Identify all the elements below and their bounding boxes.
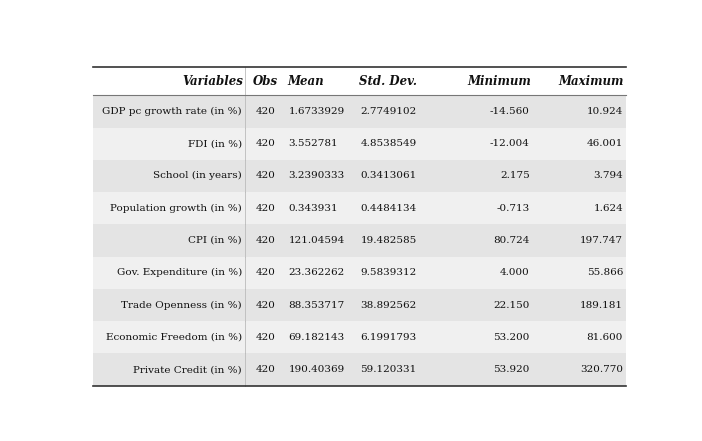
Text: 320.770: 320.770 <box>580 365 623 374</box>
Text: Gov. Expenditure (in %): Gov. Expenditure (in %) <box>117 268 242 277</box>
Text: FDI (in %): FDI (in %) <box>187 139 242 148</box>
Text: 189.181: 189.181 <box>580 300 623 310</box>
Text: 3.2390333: 3.2390333 <box>289 172 345 180</box>
Text: Mean: Mean <box>287 75 324 88</box>
Bar <box>93 67 626 95</box>
Text: Private Credit (in %): Private Credit (in %) <box>133 365 242 374</box>
Text: 3.552781: 3.552781 <box>289 139 338 148</box>
Text: 420: 420 <box>256 172 275 180</box>
Bar <box>93 289 626 321</box>
Bar <box>93 160 626 192</box>
Text: 2.7749102: 2.7749102 <box>360 107 416 116</box>
Text: 88.353717: 88.353717 <box>289 300 345 310</box>
Text: 53.200: 53.200 <box>494 333 530 342</box>
Text: 4.000: 4.000 <box>500 268 530 277</box>
Text: 80.724: 80.724 <box>494 236 530 245</box>
Text: 38.892562: 38.892562 <box>360 300 416 310</box>
Bar <box>93 353 626 386</box>
Text: 0.4484134: 0.4484134 <box>360 204 416 213</box>
Text: 420: 420 <box>256 300 275 310</box>
Text: 420: 420 <box>256 333 275 342</box>
Text: 420: 420 <box>256 268 275 277</box>
Text: -0.713: -0.713 <box>496 204 530 213</box>
Text: 190.40369: 190.40369 <box>289 365 345 374</box>
Text: 1.624: 1.624 <box>593 204 623 213</box>
Text: Population growth (in %): Population growth (in %) <box>110 204 242 213</box>
Bar <box>93 192 626 224</box>
Bar <box>93 95 626 127</box>
Text: 69.182143: 69.182143 <box>289 333 345 342</box>
Text: 59.120331: 59.120331 <box>360 365 416 374</box>
Text: 197.747: 197.747 <box>580 236 623 245</box>
Text: 420: 420 <box>256 236 275 245</box>
Bar <box>93 257 626 289</box>
Text: Std. Dev.: Std. Dev. <box>359 75 417 88</box>
Bar <box>93 321 626 353</box>
Text: Obs: Obs <box>253 75 278 88</box>
Text: Economic Freedom (in %): Economic Freedom (in %) <box>106 333 242 342</box>
Text: 420: 420 <box>256 204 275 213</box>
Text: 3.794: 3.794 <box>593 172 623 180</box>
Text: 9.5839312: 9.5839312 <box>360 268 416 277</box>
Text: 10.924: 10.924 <box>587 107 623 116</box>
Text: Variables: Variables <box>182 75 243 88</box>
Text: 0.3413061: 0.3413061 <box>360 172 416 180</box>
Text: GDP pc growth rate (in %): GDP pc growth rate (in %) <box>102 107 242 116</box>
Text: 121.04594: 121.04594 <box>289 236 345 245</box>
Text: 0.343931: 0.343931 <box>289 204 338 213</box>
Text: 23.362262: 23.362262 <box>289 268 345 277</box>
Text: 6.1991793: 6.1991793 <box>360 333 416 342</box>
Text: 420: 420 <box>256 139 275 148</box>
Text: Maximum: Maximum <box>559 75 624 88</box>
Text: 4.8538549: 4.8538549 <box>360 139 416 148</box>
Text: 19.482585: 19.482585 <box>360 236 416 245</box>
Text: 2.175: 2.175 <box>500 172 530 180</box>
Text: 420: 420 <box>256 365 275 374</box>
Text: 1.6733929: 1.6733929 <box>289 107 345 116</box>
Text: 46.001: 46.001 <box>587 139 623 148</box>
Text: Trade Openness (in %): Trade Openness (in %) <box>121 300 242 310</box>
Text: -12.004: -12.004 <box>490 139 530 148</box>
Bar <box>93 224 626 257</box>
Text: 55.866: 55.866 <box>587 268 623 277</box>
Text: -14.560: -14.560 <box>490 107 530 116</box>
Text: 420: 420 <box>256 107 275 116</box>
Text: 53.920: 53.920 <box>494 365 530 374</box>
Text: School (in years): School (in years) <box>153 172 242 180</box>
Text: CPI (in %): CPI (in %) <box>188 236 242 245</box>
Text: Minimum: Minimum <box>467 75 531 88</box>
Bar <box>93 127 626 160</box>
Text: 22.150: 22.150 <box>494 300 530 310</box>
Text: 81.600: 81.600 <box>587 333 623 342</box>
